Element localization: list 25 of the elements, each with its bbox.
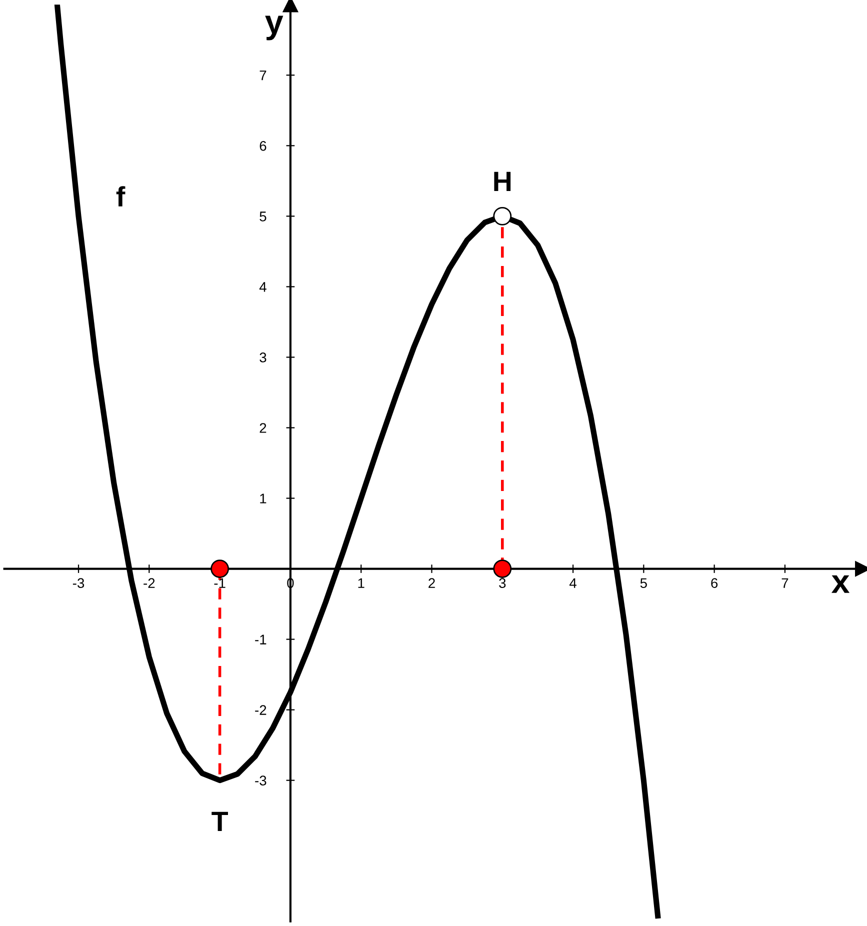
x-tick-label: 2 bbox=[428, 578, 435, 588]
y-tick-label: 6 bbox=[260, 141, 266, 151]
y-axis-title: y bbox=[265, 16, 284, 40]
annotation: H bbox=[494, 172, 511, 191]
x-tick-label: 7 bbox=[782, 578, 788, 588]
x-tick-label: -1 bbox=[214, 578, 226, 588]
x-tick-label: 6 bbox=[711, 578, 718, 588]
annotation: f bbox=[116, 186, 126, 206]
x-tick-label: -3 bbox=[72, 578, 84, 588]
y-tick-label: -1 bbox=[255, 634, 266, 644]
y-tick-label: -2 bbox=[255, 705, 266, 715]
y-tick-label: -3 bbox=[255, 776, 266, 786]
y-tick-label: 2 bbox=[260, 423, 266, 433]
y-tick-label: 5 bbox=[260, 212, 266, 222]
x-axis-title: x bbox=[831, 575, 850, 593]
x-tick-label: 4 bbox=[569, 578, 576, 588]
y-tick-label: 3 bbox=[260, 352, 266, 362]
y-tick-label: 4 bbox=[259, 282, 266, 292]
y-tick-label: 1 bbox=[260, 494, 266, 504]
x-tick-label: -2 bbox=[144, 578, 155, 588]
x-tick-label: 3 bbox=[499, 578, 506, 588]
x-tick-label: 1 bbox=[358, 578, 364, 588]
x-tick-label: 5 bbox=[640, 578, 647, 588]
annotation: T bbox=[212, 812, 228, 832]
y-tick-label: 7 bbox=[260, 70, 266, 80]
